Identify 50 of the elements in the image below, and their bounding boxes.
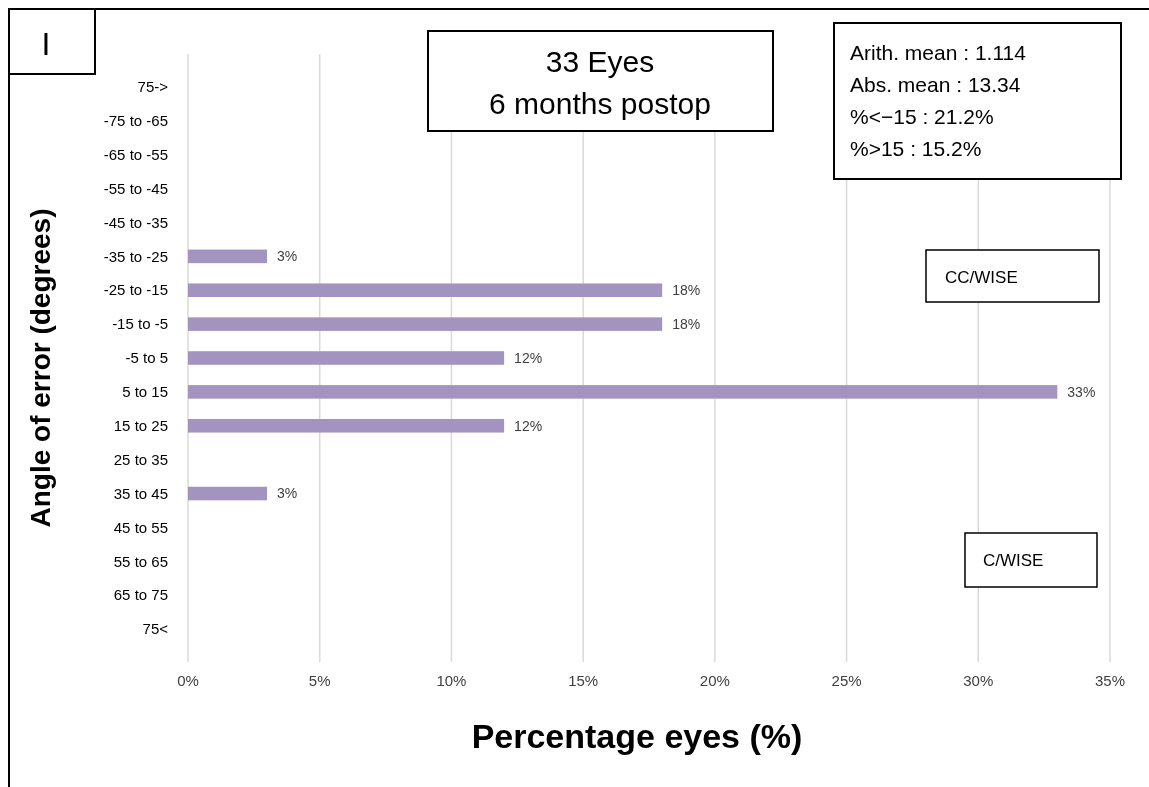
data-label: 12% <box>514 349 543 366</box>
bar <box>188 249 268 264</box>
y-tick-label: -55 to -45 <box>103 179 168 197</box>
text: I <box>41 26 51 62</box>
data-label: 18% <box>672 316 701 333</box>
annotation: %>15 : 15.2% <box>850 137 982 160</box>
bar <box>188 351 505 365</box>
annotation: %<−15 : 21.2% <box>850 105 994 128</box>
x-tick-label: 5% <box>308 672 331 689</box>
x-axis-title: Percentage eyes (%) <box>471 717 803 755</box>
x-tick-label: 10% <box>436 672 467 689</box>
y-tick-label: 25 to 35 <box>113 450 168 468</box>
bar <box>188 418 505 433</box>
y-tick-label: -25 to -15 <box>103 281 168 299</box>
y-tick-label: -5 to 5 <box>125 349 168 367</box>
y-tick-label: 35 to 45 <box>113 484 168 502</box>
y-tick-label: 5 to 15 <box>122 383 168 401</box>
data-label: 3% <box>277 485 298 502</box>
data-label: 18% <box>672 282 701 299</box>
y-tick-label: -35 to -25 <box>103 247 168 265</box>
annotation: C/WISE <box>983 551 1044 570</box>
y-tick-label: 55 to 65 <box>113 552 168 570</box>
data-label: 12% <box>514 417 543 434</box>
x-tick-label: 0% <box>177 672 199 689</box>
annotation: Abs. mean : 13.34 <box>850 73 1021 96</box>
data-label: 3% <box>277 248 298 265</box>
x-tick-label: 20% <box>699 672 730 689</box>
y-tick-label: -75 to -65 <box>103 112 168 130</box>
y-tick-label: -65 to -55 <box>103 145 168 163</box>
bar <box>188 317 663 331</box>
y-tick-label: 65 to 75 <box>113 586 168 604</box>
y-tick-label: 75< <box>142 620 169 638</box>
y-tick-label: 15 to 25 <box>113 417 168 435</box>
y-tick-label: -45 to -35 <box>103 213 168 231</box>
x-tick-label: 35% <box>1094 672 1126 689</box>
chart-title: 33 Eyes <box>545 45 655 78</box>
y-axis-title: Angle of error (degrees) <box>25 208 56 528</box>
y-tick-label: 45 to 55 <box>113 518 168 536</box>
x-tick-label: 15% <box>568 672 599 689</box>
annotation: Arith. mean : 1.114 <box>850 41 1027 64</box>
bar <box>188 385 1058 399</box>
x-tick-label: 25% <box>831 672 862 689</box>
bar <box>188 283 663 298</box>
annotation: CC/WISE <box>945 268 1018 287</box>
data-label: 33% <box>1067 383 1096 400</box>
bar <box>188 486 268 501</box>
x-tick-label: 30% <box>963 672 994 689</box>
y-tick-label: 75-> <box>137 78 169 96</box>
y-tick-label: -15 to -5 <box>112 315 168 333</box>
text: 6 months postop <box>489 87 711 120</box>
